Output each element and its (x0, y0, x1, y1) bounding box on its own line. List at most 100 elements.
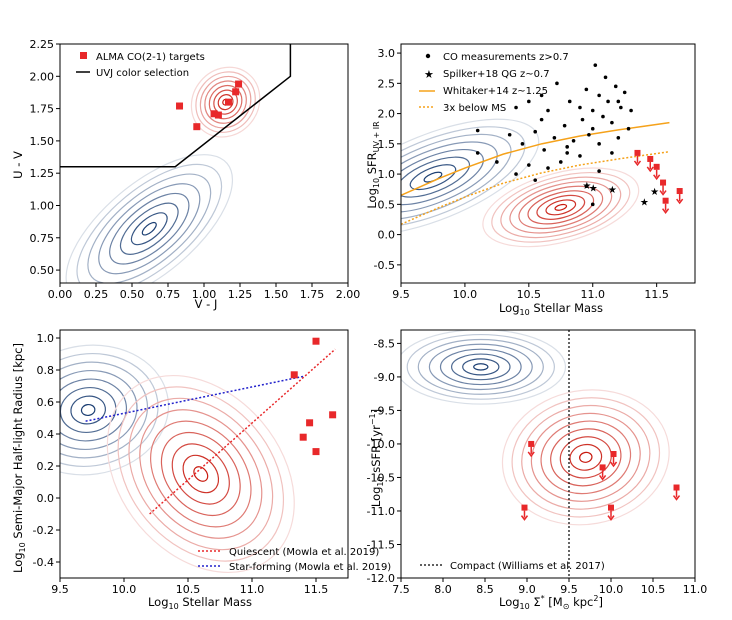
sfr-panel: ★★ ★★★ 9.5 10.0 10.5 11.0 11.5-0.50.00.51.01.… (365, 43, 696, 317)
ssfr-upper-limit (599, 464, 607, 481)
contour-red (527, 190, 595, 225)
co-measurement (514, 105, 518, 110)
co-measurement (495, 160, 499, 164)
y-tick-label: -12.0 (367, 572, 395, 585)
alma-target (224, 98, 232, 106)
y-tick-label: 2.25 (30, 38, 55, 51)
co-measurement (610, 120, 614, 125)
upper-limit-arrow (633, 160, 642, 167)
size-target (290, 371, 298, 379)
spilker-qg: ★ (640, 197, 649, 208)
upper-limit-arrow (609, 461, 618, 468)
y-tick-label: 0.6 (37, 396, 55, 409)
x-tick-label: 10.0 (453, 288, 478, 301)
x-tick-label: 11.0 (580, 288, 605, 301)
contour-red (193, 466, 209, 482)
y-tick-label: 0.5 (378, 198, 396, 211)
co-measurement (539, 117, 544, 122)
co-measurement (527, 163, 531, 167)
contour-blue (401, 330, 567, 405)
upper-limit-marker (608, 504, 614, 511)
contour-red (106, 374, 295, 574)
whitaker-ms-line (400, 121, 670, 196)
contour-red (190, 66, 261, 138)
contour-blue (60, 361, 149, 459)
x-tick-label: 9.5 (392, 288, 410, 301)
legend-label-targets: ALMA CO(2-1) targets (96, 52, 205, 63)
x-tick-label: 10.5 (517, 288, 542, 301)
spilker-qg: ★ (608, 185, 617, 196)
co-measurement (622, 90, 627, 95)
upper-limit-arrow (520, 515, 529, 521)
upper-limit-marker (673, 484, 680, 491)
contour-blue (60, 344, 170, 476)
y-tick-label: 1.00 (30, 199, 55, 212)
contour-blue (439, 348, 522, 386)
contour-blue (87, 173, 212, 283)
uvj-selection-line (60, 44, 292, 168)
co-measurement (616, 135, 621, 140)
spilker-qg: ★ (650, 187, 659, 198)
alma-target (193, 123, 201, 131)
sfr-legend: CO measurements z>0.7 ★ Spilker+18 QG z~… (419, 52, 569, 114)
x-tick-label: 8.5 (476, 583, 494, 596)
y-tick-label: 0.0 (37, 492, 55, 505)
co-measurement (539, 93, 544, 98)
alma-target (210, 110, 218, 118)
upper-limit-arrow (527, 451, 535, 458)
upper-limit-marker (528, 440, 535, 447)
contour-red (569, 443, 603, 471)
contour-red (128, 397, 274, 551)
co-measurement (597, 142, 601, 146)
co-measurement (507, 132, 512, 137)
upper-limit-arrow (646, 166, 654, 173)
co-measurement (475, 151, 480, 155)
sfr-ylabel: Log10 SFRUV + IR (365, 121, 381, 209)
y-tick-label: -8.5 (374, 337, 395, 350)
sfr-upper-limit (633, 149, 642, 167)
legend-label-qg: Spilker+18 QG z~0.7 (443, 69, 550, 80)
contour-red (521, 404, 651, 510)
contour-red (171, 443, 230, 505)
sfr-xlabel: Log10 Stellar Mass (499, 301, 603, 317)
upper-limit-marker (599, 464, 606, 471)
x-tick-label: 8.0 (434, 583, 452, 596)
contour-blue (130, 212, 168, 246)
starforming-relation (85, 375, 304, 422)
x-tick-label: 0.00 (48, 288, 73, 301)
sfr-upper-limit (646, 155, 654, 173)
ssfr-xlabel: Log10 Σ* [M⊙ kpc2] (499, 594, 603, 611)
y-tick-label: 1.0 (37, 332, 55, 345)
y-tick-label: 1.5 (378, 138, 396, 151)
uvj-panel: 0.00 0.25 0.50 0.75 1.00 1.25 1.50 1.75 2.00 0.50… (11, 38, 360, 311)
co-measurement (590, 108, 595, 113)
co-measurement (520, 142, 525, 146)
contour-blue (60, 386, 117, 434)
spilker-qg: ★ (582, 181, 591, 192)
y-tick-label: 0.0 (378, 229, 396, 242)
y-tick-label: -0.5 (374, 259, 395, 272)
y-tick-label: 1.50 (30, 135, 55, 148)
contour-red (536, 194, 586, 220)
contour-red (545, 199, 577, 216)
upper-limit-arrow (653, 174, 661, 181)
upper-limit-marker (653, 163, 660, 170)
contour-red (511, 397, 661, 518)
co-measurement (580, 117, 585, 122)
upper-limit-marker (521, 504, 528, 511)
co-measurement (475, 128, 480, 133)
contour-red (509, 181, 613, 234)
co-measurement (629, 108, 633, 113)
co-measurement (546, 108, 550, 113)
co-measurement (578, 154, 582, 158)
ssfr-legend: Compact (Williams et al. 2017) (420, 561, 605, 572)
uvj-legend: ALMA CO(2-1) targets UVJ color selection (76, 52, 205, 79)
upper-limit-arrow (662, 208, 670, 214)
co-measurement (597, 93, 601, 98)
legend-label-whitaker: Whitaker+14 z~1.25 (443, 86, 548, 97)
x-tick-label: 0.25 (84, 288, 109, 301)
contour-blue (401, 141, 498, 213)
size-target (312, 448, 320, 456)
below-ms-line (400, 150, 670, 225)
y-tick-label: 0.4 (37, 428, 55, 441)
